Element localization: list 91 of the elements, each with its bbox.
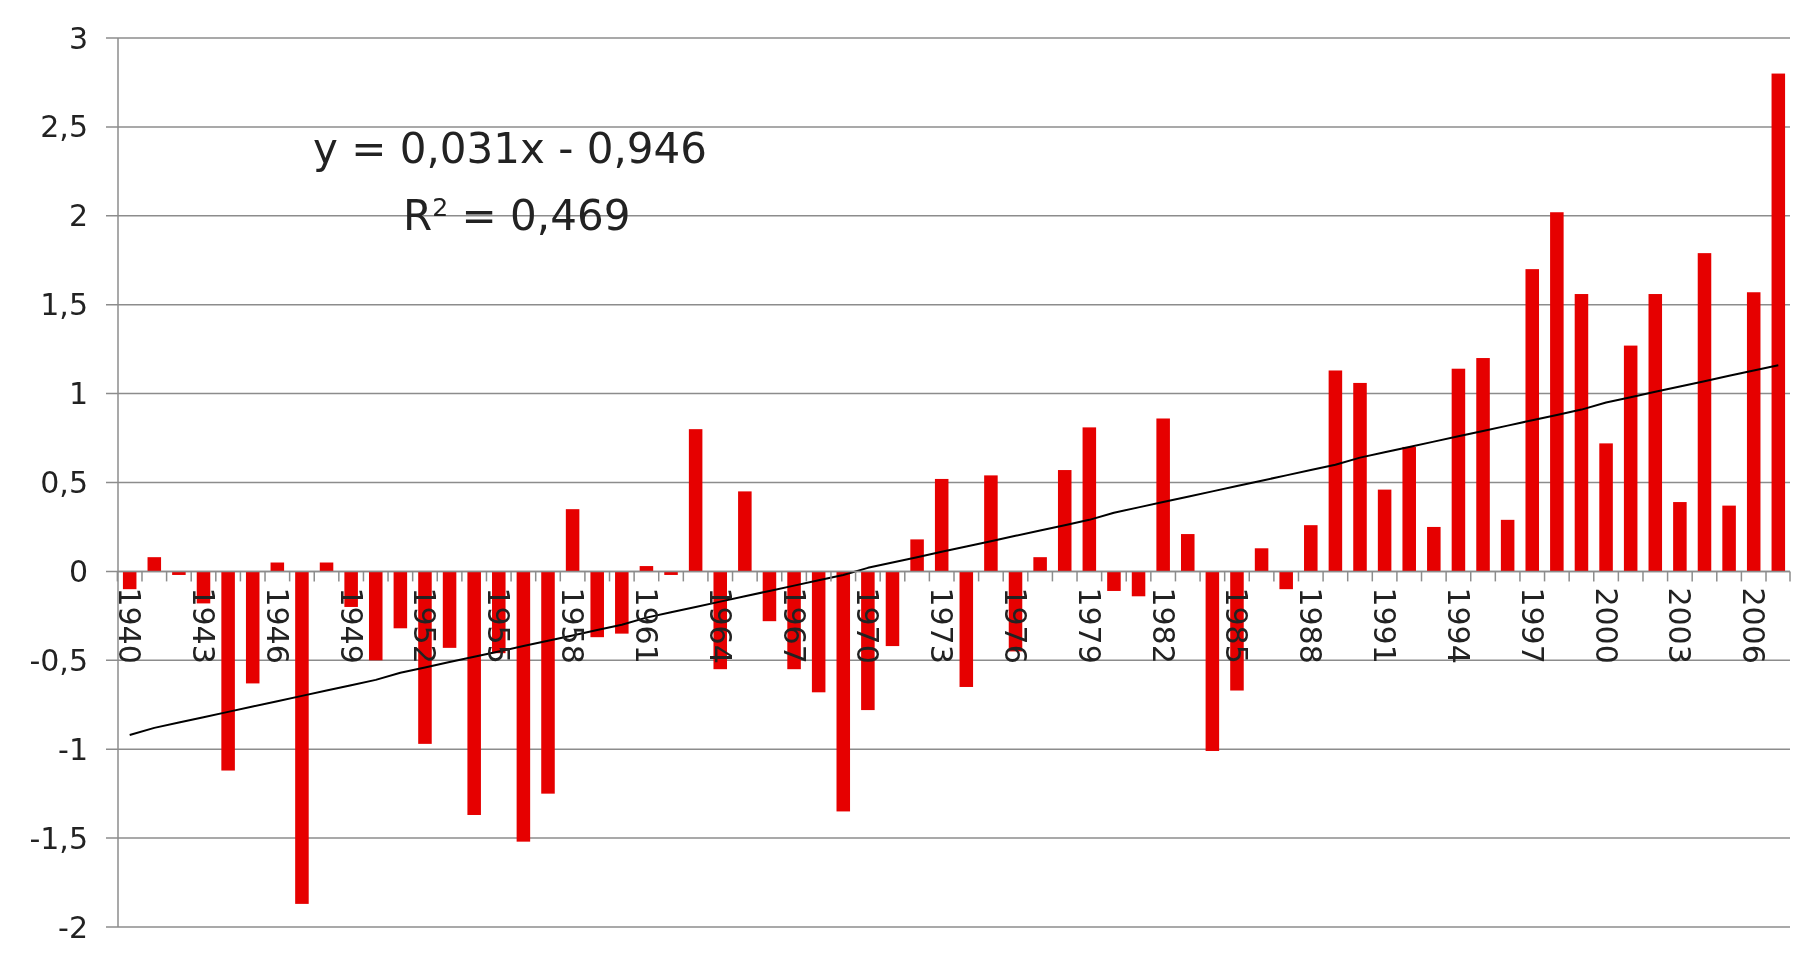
bar <box>1550 212 1564 572</box>
x-tick-label: 1994 <box>1440 587 1476 664</box>
bar <box>393 571 408 629</box>
x-tick-label: 1973 <box>924 587 960 664</box>
bar <box>245 571 260 684</box>
bar <box>1033 557 1047 572</box>
bar <box>1328 370 1343 572</box>
y-tick-label: 2 <box>68 198 88 234</box>
y-tick-label: 2,5 <box>40 109 88 145</box>
bar <box>1697 253 1712 572</box>
bar <box>1574 294 1589 572</box>
x-tick-label: 2000 <box>1588 587 1624 664</box>
bar <box>959 571 974 687</box>
bar <box>762 571 777 622</box>
bar <box>467 571 481 815</box>
bar <box>639 566 654 572</box>
y-tick-label: 1,5 <box>40 287 88 323</box>
x-tick-label: 1952 <box>407 587 443 664</box>
bar <box>1107 571 1121 591</box>
bar <box>1156 418 1170 572</box>
bar <box>1205 571 1220 751</box>
bar <box>1304 525 1318 572</box>
bar <box>1279 571 1293 590</box>
x-tick-label: 1943 <box>186 587 222 664</box>
x-tick-label: 2003 <box>1662 587 1698 664</box>
bar <box>1180 534 1195 572</box>
x-tick-label: 1949 <box>333 587 369 664</box>
bar <box>1500 519 1515 572</box>
y-tick-label: 1 <box>68 376 88 412</box>
bar <box>122 571 137 590</box>
bar <box>221 571 235 771</box>
bar <box>1746 292 1761 572</box>
y-tick-label: -1,5 <box>29 820 88 856</box>
bar <box>147 557 162 572</box>
annotation: y = 0,031x - 0,946 <box>313 124 707 173</box>
bar <box>1057 470 1072 572</box>
x-tick-label: 1961 <box>628 587 664 664</box>
bar <box>1648 294 1663 572</box>
x-tick-label: 1997 <box>1514 587 1550 664</box>
annotation: R$^{2}$ = 0,469 <box>403 191 631 240</box>
bar <box>1673 502 1687 572</box>
x-tick-label: 1940 <box>112 587 148 664</box>
bar <box>516 571 531 842</box>
bar <box>1771 73 1786 572</box>
bar <box>811 571 826 693</box>
y-tick-label: -0,5 <box>29 642 88 678</box>
bar <box>565 509 580 572</box>
bar <box>1131 571 1146 597</box>
x-tick-label: 1946 <box>259 587 295 664</box>
bar <box>1476 358 1490 572</box>
bar <box>1722 505 1736 572</box>
y-tick-label: 0,5 <box>40 465 88 500</box>
x-tick-label: 1967 <box>776 587 812 664</box>
bar <box>1427 526 1441 572</box>
bar <box>295 571 309 904</box>
y-tick-label: -2 <box>58 909 88 945</box>
bar <box>688 429 703 572</box>
x-tick-label: 1979 <box>1071 587 1107 664</box>
bar <box>984 475 998 572</box>
bar <box>1402 446 1416 572</box>
bar <box>1451 368 1466 572</box>
x-tick-label: 1985 <box>1219 587 1255 664</box>
x-tick-label: 1988 <box>1293 587 1329 664</box>
bar <box>541 571 555 794</box>
bar <box>442 571 457 648</box>
bar <box>1254 548 1269 572</box>
bar <box>1082 427 1097 572</box>
y-tick-label: 3 <box>68 20 88 56</box>
y-tick-label: 0 <box>68 553 88 589</box>
bar <box>934 478 949 572</box>
bar <box>1377 489 1392 572</box>
bar <box>910 539 924 572</box>
bar <box>1353 382 1367 572</box>
x-tick-label: 1976 <box>998 587 1034 664</box>
bar <box>1599 443 1613 572</box>
bar <box>368 571 383 661</box>
x-tick-label: 1982 <box>1145 587 1181 664</box>
x-tick-label: 1991 <box>1367 587 1403 664</box>
x-tick-label: 1955 <box>481 587 517 664</box>
y-tick-label: -1 <box>58 731 88 767</box>
x-tick-label: 1964 <box>702 587 738 664</box>
x-tick-label: 1970 <box>850 587 886 664</box>
bar <box>590 571 604 638</box>
bar <box>885 571 900 647</box>
bar <box>738 491 752 572</box>
bar <box>1525 269 1540 572</box>
x-tick-label: 1958 <box>555 587 591 664</box>
bar <box>615 571 629 634</box>
x-tick-label: 2006 <box>1736 587 1772 664</box>
bar <box>1623 345 1638 572</box>
bar <box>836 571 851 812</box>
